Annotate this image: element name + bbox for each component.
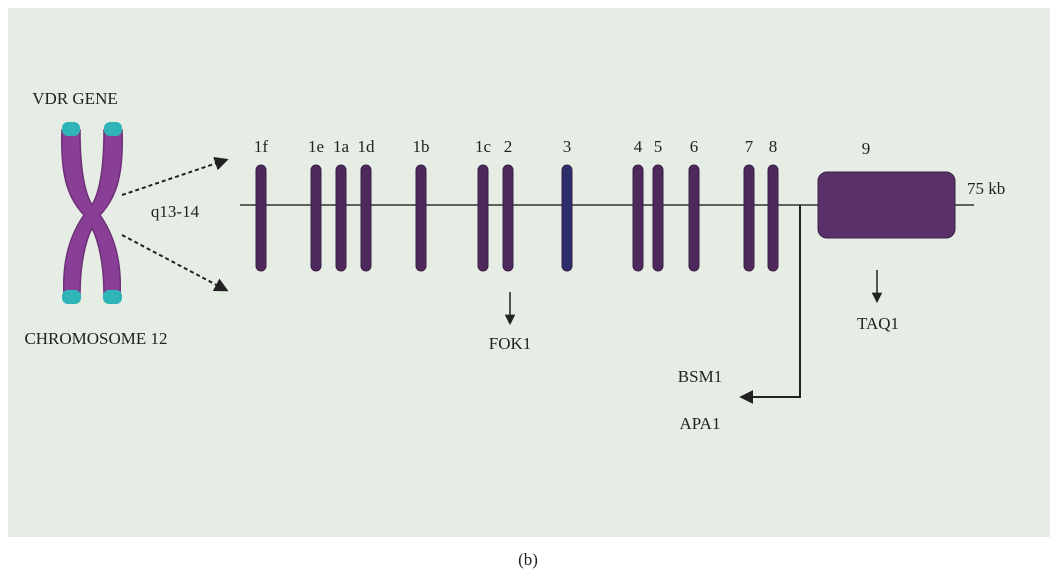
exon-label: 1c <box>475 137 492 156</box>
exon-label: 1b <box>413 137 430 156</box>
exon-label: 1e <box>308 137 324 156</box>
exon <box>652 164 664 272</box>
exon <box>817 171 956 239</box>
exon <box>335 164 347 272</box>
exon-label: 9 <box>862 139 871 158</box>
locus-label: q13-14 <box>151 202 200 221</box>
exon <box>688 164 700 272</box>
chromosome-label: CHROMOSOME 12 <box>24 329 167 348</box>
exon-label: 5 <box>654 137 663 156</box>
gene-label: VDR GENE <box>32 89 117 108</box>
exon <box>632 164 644 272</box>
exon <box>415 164 427 272</box>
site-label: FOK1 <box>489 334 532 353</box>
exon <box>502 164 514 272</box>
site-arrow <box>739 205 801 404</box>
site-label: APA1 <box>680 414 721 433</box>
exon <box>360 164 372 272</box>
exon <box>743 164 755 272</box>
length-label: 75 kb <box>967 179 1005 198</box>
panel <box>8 8 1050 537</box>
chromosome-icon <box>61 122 123 304</box>
exon-label: 8 <box>769 137 778 156</box>
exon <box>310 164 322 272</box>
exon-label: 3 <box>563 137 572 156</box>
exon-label: 1f <box>254 137 269 156</box>
exon-label: 1d <box>358 137 376 156</box>
exon <box>255 164 267 272</box>
exon-label: 6 <box>690 137 699 156</box>
exon-label: 1a <box>333 137 350 156</box>
site-label: TAQ1 <box>857 314 899 333</box>
caption: (b) <box>518 550 538 569</box>
exon <box>477 164 489 272</box>
exon <box>561 164 573 272</box>
site-label: BSM1 <box>678 367 722 386</box>
exon-label: 4 <box>634 137 643 156</box>
zoom-arrow <box>121 156 229 196</box>
exon-label: 2 <box>504 137 513 156</box>
exon <box>767 164 779 272</box>
zoom-arrow <box>121 234 229 292</box>
exon-label: 7 <box>745 137 754 156</box>
